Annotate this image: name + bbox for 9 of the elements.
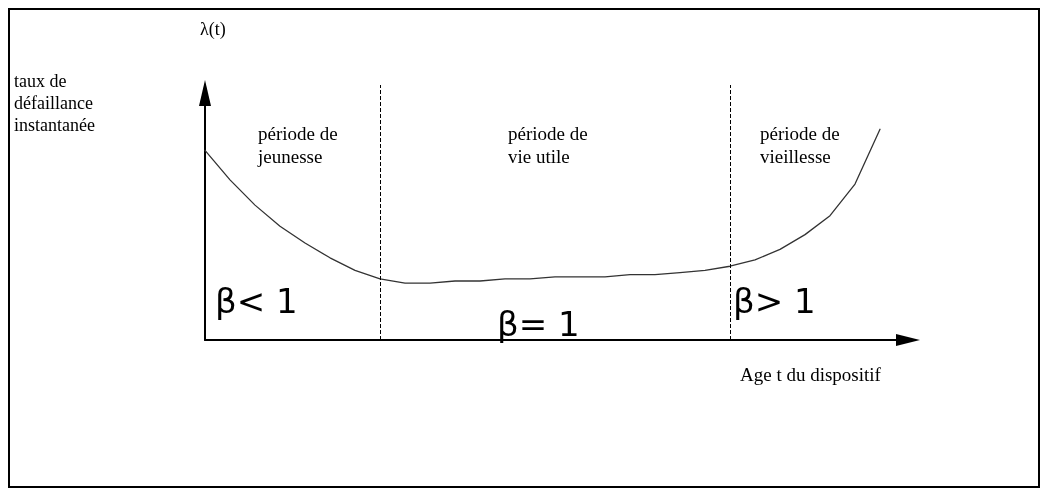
x-axis-title: Age t du dispositif: [740, 364, 882, 385]
annotation: β> 1: [733, 281, 816, 321]
annotation: période de vieillesse: [760, 123, 840, 167]
annotation: β< 1: [215, 281, 298, 321]
text: taux de défaillance instantanée: [14, 71, 98, 135]
annotation: période de vie utile: [508, 123, 588, 167]
annotation: β= 1: [497, 304, 580, 344]
annotation: période de jeunesse: [257, 123, 338, 167]
text: λ(t): [200, 19, 226, 40]
